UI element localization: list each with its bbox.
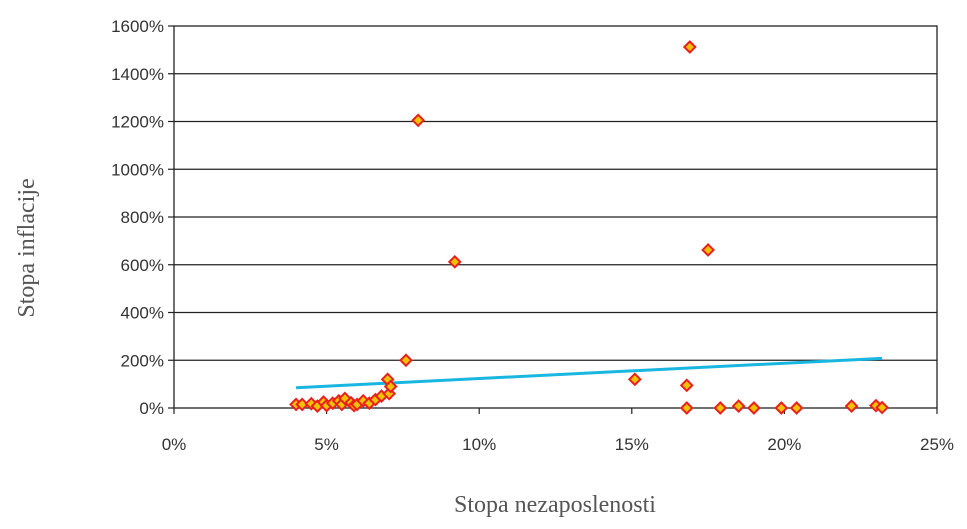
- data-point: [383, 379, 398, 394]
- x-tick-label: 20%: [767, 435, 801, 454]
- data-point: [713, 401, 728, 415]
- data-points: [289, 40, 889, 415]
- x-tick-label: 10%: [462, 435, 496, 454]
- y-tick-label: 1200%: [111, 113, 164, 132]
- y-tick-label: 400%: [121, 304, 164, 323]
- y-tick-label: 1000%: [111, 160, 164, 179]
- trendline: [296, 356, 883, 390]
- trendline-line: [296, 356, 883, 390]
- data-point: [682, 40, 697, 54]
- data-point: [701, 243, 716, 257]
- x-axis-title: Stopa nezaposlenosti: [454, 492, 656, 518]
- data-point: [411, 113, 426, 128]
- y-tick-label: 1600%: [111, 17, 164, 36]
- data-point: [447, 254, 462, 269]
- data-point: [844, 399, 859, 414]
- y-tick-label: 0%: [139, 399, 164, 418]
- data-point: [731, 399, 746, 414]
- data-point: [627, 372, 642, 387]
- y-tick-label: 600%: [121, 256, 164, 275]
- x-tick-label: 25%: [920, 435, 954, 454]
- data-point: [789, 401, 804, 415]
- data-point: [679, 401, 694, 415]
- y-tick-label: 1400%: [111, 65, 164, 84]
- x-tick-label: 15%: [615, 435, 649, 454]
- data-point: [679, 378, 694, 393]
- data-point: [875, 400, 889, 415]
- data-point: [746, 401, 761, 415]
- axis-ticks: 0% 200% 400% 600% 800% 1000% 1200% 1400% 1600% 0%…: [111, 17, 954, 454]
- y-tick-label: 200%: [121, 351, 164, 370]
- data-point: [399, 353, 413, 368]
- data-point: [774, 401, 789, 415]
- gridlines: [174, 73, 937, 361]
- x-tick-label: 0%: [162, 435, 187, 454]
- x-tick-label: 5%: [314, 435, 339, 454]
- y-axis-title: Stopa inflacije: [14, 178, 40, 317]
- y-tick-label: 800%: [121, 208, 164, 227]
